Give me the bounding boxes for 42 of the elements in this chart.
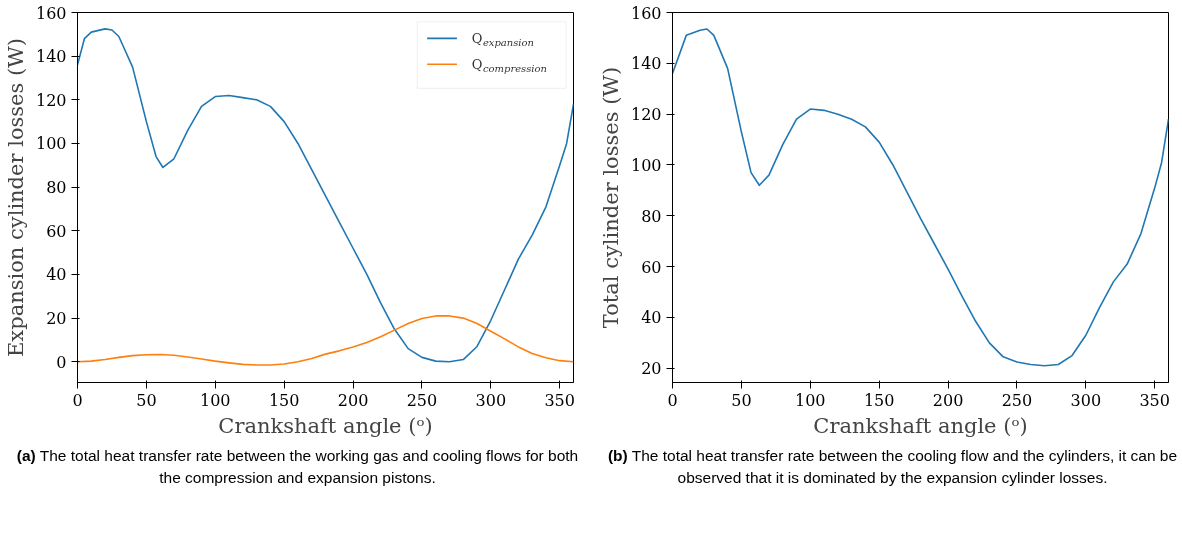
text: (a) The total heat transfer rate between the working gas and cooling flows for both the compression and expansion pistons. bbox=[15, 446, 580, 489]
y-tick-label: 100 bbox=[35, 134, 67, 154]
x-tick-label: 200 bbox=[337, 390, 369, 410]
y-axis-title: Total cylinder losses (W) bbox=[598, 66, 623, 329]
x-axis-title: Crankshaft angle (ᵒ) bbox=[218, 413, 433, 438]
y-tick-label: 140 bbox=[35, 47, 67, 67]
x-tick-label: 200 bbox=[932, 390, 964, 410]
x-tick-label: 300 bbox=[1070, 390, 1102, 410]
line-series bbox=[672, 28, 1169, 367]
x-tick-label: 0 bbox=[667, 390, 678, 410]
x-tick-label: 350 bbox=[544, 390, 575, 410]
line-series bbox=[77, 28, 574, 363]
x-tick-label: 300 bbox=[475, 390, 507, 410]
x-axis-title: Crankshaft angle (ᵒ) bbox=[813, 413, 1028, 438]
x-tick-label: 150 bbox=[863, 390, 895, 410]
y-tick-label: 120 bbox=[630, 105, 662, 125]
y-tick-label: 80 bbox=[46, 178, 67, 198]
x-tick-label: 0 bbox=[72, 390, 83, 410]
x-tick-label: 100 bbox=[200, 390, 231, 410]
x-tick-label: 250 bbox=[406, 390, 438, 410]
x-tick-label: 150 bbox=[268, 390, 300, 410]
y-tick-label: 80 bbox=[641, 206, 662, 226]
x-tick-label: 250 bbox=[1001, 390, 1033, 410]
line-series bbox=[77, 315, 574, 366]
x-tick-label: 50 bbox=[731, 390, 752, 410]
y-tick-label: 60 bbox=[641, 257, 662, 277]
y-tick-label: 160 bbox=[630, 3, 662, 23]
y-tick-label: 0 bbox=[56, 352, 67, 372]
y-tick-label: 100 bbox=[630, 155, 662, 175]
y-tick-label: 160 bbox=[35, 3, 67, 23]
y-tick-label: 20 bbox=[46, 309, 67, 329]
y-tick-label: 140 bbox=[630, 54, 662, 74]
y-tick-label: 40 bbox=[46, 265, 67, 285]
x-tick-label: 100 bbox=[795, 390, 826, 410]
y-tick-label: 20 bbox=[641, 359, 662, 379]
y-axis-title: Expansion cylinder losses (W) bbox=[3, 38, 28, 357]
y-tick-label: 40 bbox=[641, 308, 662, 328]
y-tick-label: 120 bbox=[35, 90, 67, 110]
x-tick-label: 350 bbox=[1139, 390, 1170, 410]
x-tick-label: 50 bbox=[136, 390, 157, 410]
text: (b) The total heat transfer rate between the cooling flow and the cylinders, it can be observed that it is dominated by the expansion cylinder losses. bbox=[606, 446, 1179, 489]
y-tick-label: 60 bbox=[46, 221, 67, 241]
